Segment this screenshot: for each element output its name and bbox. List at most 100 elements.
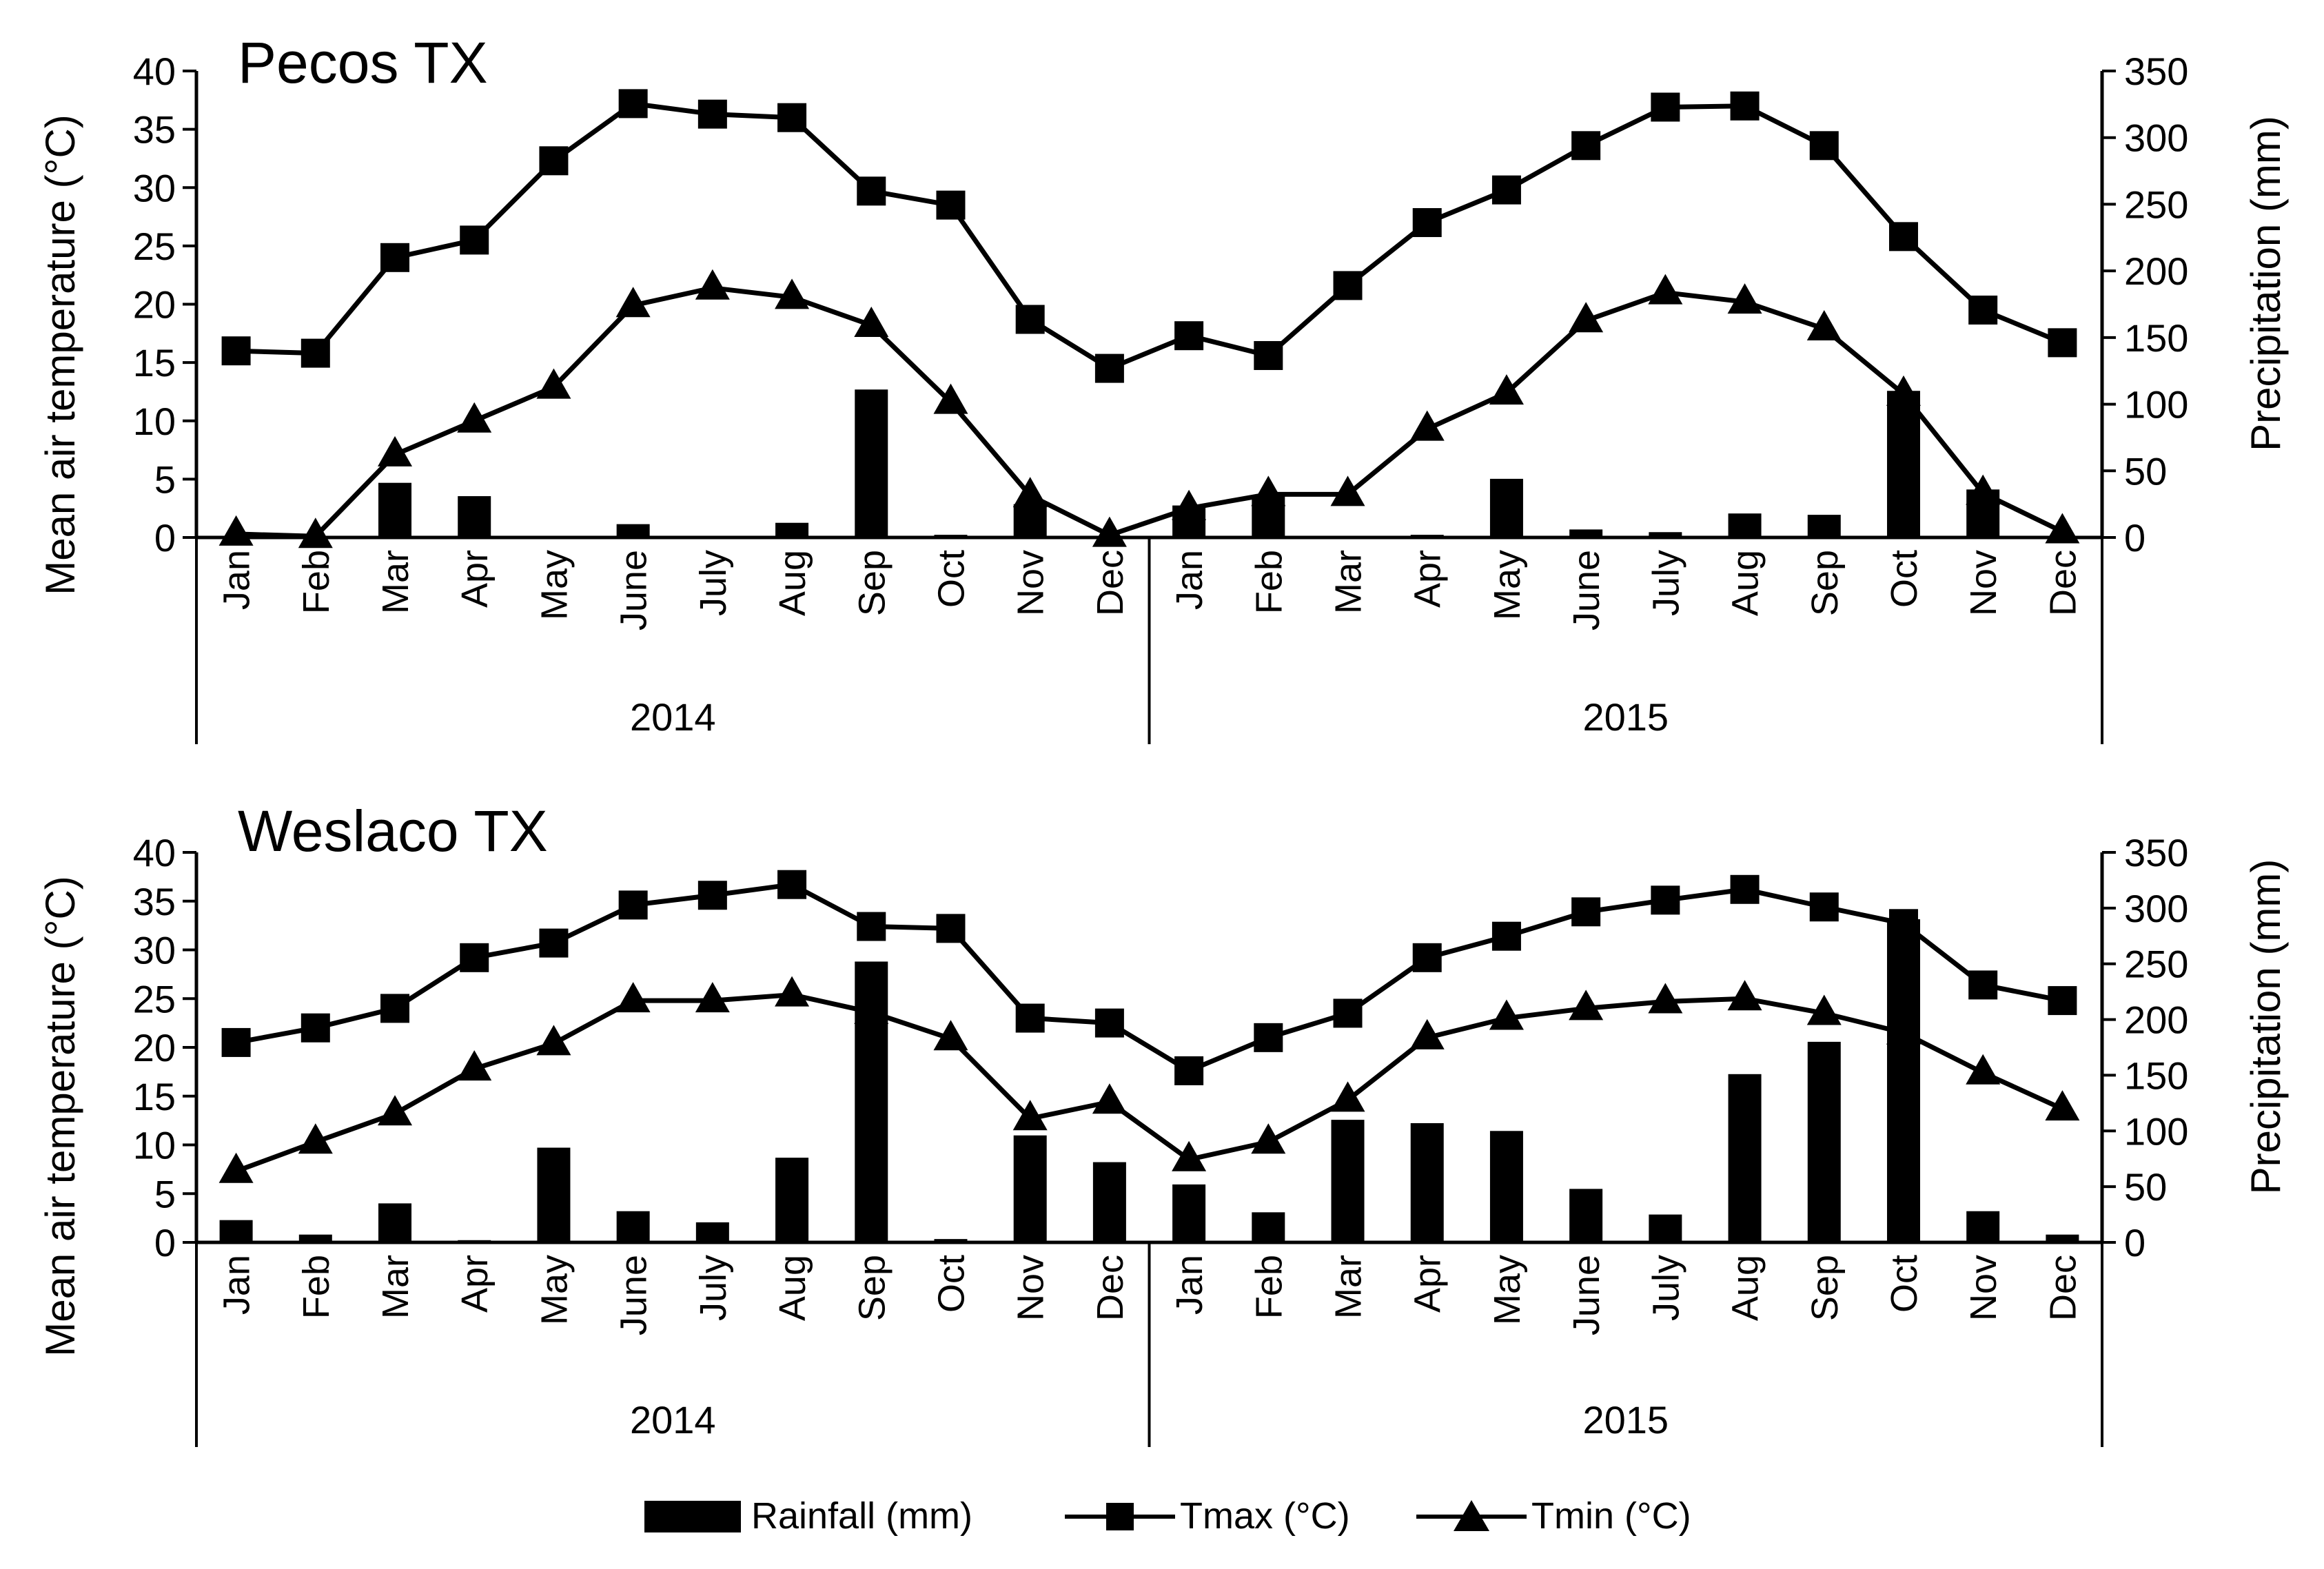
rainfall-bar	[458, 496, 491, 537]
rainfall-bar	[1728, 1074, 1762, 1242]
tmax-point	[697, 99, 727, 129]
month-label: June	[613, 550, 655, 630]
month-label: Oct	[930, 1255, 972, 1313]
tmin-point	[1648, 274, 1683, 305]
tmax-point	[300, 1013, 330, 1043]
tmin-point	[1727, 980, 1762, 1011]
rainfall-bar	[1886, 391, 1920, 537]
rainfall-bar	[1649, 532, 1682, 537]
left-tick-label: 10	[133, 400, 176, 443]
tmin-point	[615, 982, 651, 1013]
tmax-point	[1412, 208, 1442, 238]
rainfall-bar	[298, 1234, 332, 1242]
month-label: July	[1645, 550, 1686, 616]
tmin-point	[378, 1095, 413, 1126]
rainfall-bar	[1489, 1131, 1523, 1242]
tmax-point	[936, 190, 966, 220]
left-tick-label: 25	[133, 225, 176, 268]
tmax-point	[1809, 131, 1839, 161]
rainfall-bar	[1569, 1189, 1603, 1242]
month-label: Dec	[2042, 550, 2083, 616]
tmin-point	[1012, 1100, 1048, 1131]
tmin-point	[1648, 983, 1683, 1014]
rainfall-bar	[775, 1158, 809, 1242]
right-tick-label: 350	[2124, 831, 2188, 874]
month-label: Apr	[1407, 1255, 1449, 1313]
tmax-point	[539, 928, 569, 958]
tmax-point	[1571, 897, 1601, 927]
tmax-point	[1888, 222, 1918, 252]
tmax-point	[380, 994, 410, 1023]
tmin-point	[1092, 1083, 1127, 1114]
tmax-point	[1651, 885, 1680, 915]
tmin-point	[1569, 989, 1604, 1021]
month-label: Nov	[1963, 1255, 2004, 1321]
tmin-point	[615, 287, 651, 318]
tmax-point	[1254, 1023, 1283, 1052]
rainfall-bar	[1410, 1122, 1444, 1242]
month-label: Nov	[1010, 550, 1052, 616]
left-tick-label: 0	[154, 1221, 176, 1264]
tmax-point	[1333, 998, 1363, 1028]
tmin-point	[1409, 410, 1445, 441]
tmax-point	[2048, 986, 2077, 1016]
rainfall-bar	[537, 1147, 571, 1242]
rainfall-bar	[616, 524, 650, 537]
tmax-point	[777, 870, 807, 899]
tmax-point	[460, 943, 489, 972]
tmax-point	[1174, 321, 1204, 351]
right-tick-label: 300	[2124, 116, 2188, 160]
tmin-point	[1251, 1123, 1286, 1154]
rainfall-bar	[378, 482, 412, 537]
rainfall-bar	[1728, 513, 1762, 537]
month-label: July	[693, 1255, 734, 1321]
rainfall-bar	[219, 1220, 253, 1242]
right-axis-title: Precipitation (mm)	[2243, 116, 2289, 451]
month-label: Dec	[1090, 550, 1131, 616]
tmax-point	[1809, 892, 1839, 922]
month-label: Jan	[216, 1255, 258, 1315]
tmax-point	[1968, 970, 1998, 1000]
month-label: Dec	[2042, 1255, 2083, 1321]
rainfall-bar	[855, 389, 888, 537]
rainfall-bar	[1569, 529, 1603, 537]
tmin-point	[1251, 475, 1286, 506]
month-label: Feb	[296, 550, 337, 614]
right-tick-label: 200	[2124, 249, 2188, 293]
year-label: 2015	[1582, 695, 1669, 739]
right-tick-label: 250	[2124, 943, 2188, 986]
month-label: Apr	[454, 1255, 496, 1313]
rainfall-bar	[1331, 1120, 1365, 1242]
right-tick-label: 0	[2124, 1221, 2145, 1264]
left-tick-label: 35	[133, 108, 176, 152]
left-tick-label: 40	[133, 831, 176, 874]
tmax-point	[1571, 131, 1601, 161]
tmax-point	[1333, 271, 1363, 300]
tmin-point	[298, 1123, 333, 1154]
year-label: 2015	[1582, 1398, 1669, 1442]
month-label: Feb	[296, 1255, 337, 1319]
legend-tmin-label: Tmin (°C)	[1531, 1495, 1691, 1537]
month-label: Oct	[1884, 550, 1925, 608]
month-label: Feb	[1248, 1255, 1290, 1319]
tmin-point	[775, 976, 810, 1007]
tmax-point	[1730, 91, 1760, 121]
legend-rainfall-swatch	[644, 1501, 741, 1532]
right-tick-label: 0	[2124, 516, 2145, 560]
tmax-point	[1491, 921, 1521, 951]
tmin-point	[1886, 1014, 1921, 1045]
left-tick-label: 30	[133, 929, 176, 972]
right-tick-label: 250	[2124, 183, 2188, 226]
left-tick-label: 0	[154, 516, 176, 560]
rainfall-bar	[1013, 1135, 1047, 1242]
tmin-point	[1330, 1081, 1365, 1112]
rainfall-bar	[775, 522, 809, 537]
month-label: May	[533, 1255, 575, 1325]
tmax-point	[857, 176, 886, 206]
left-tick-label: 40	[133, 50, 176, 93]
left-tick-label: 20	[133, 1026, 176, 1069]
tmin-point	[457, 1050, 492, 1081]
tmin-point	[1966, 1054, 2001, 1085]
tmin-point	[1966, 474, 2001, 505]
